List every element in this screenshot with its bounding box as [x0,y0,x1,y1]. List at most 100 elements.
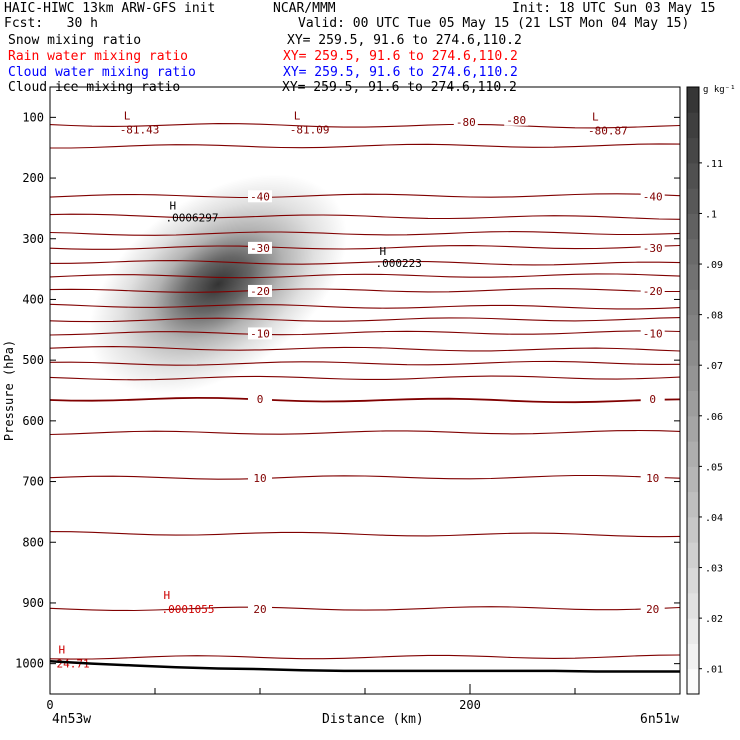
y-tick-label: 100 [22,110,44,124]
low-marker: L [592,111,599,124]
contour-label-bg [248,241,272,254]
contour-label: -40 [643,190,663,203]
y-axis-label: Pressure (hPa) [2,340,16,441]
terrain-line [49,659,680,673]
colorbar-tick-label: .06 [705,412,723,423]
y-tick-label: 200 [22,171,44,185]
high-marker: H [170,200,177,213]
temperature-contour [49,346,681,352]
contour-label: -40 [250,190,270,203]
y-tick-label: 400 [22,292,44,306]
high-marker: H [380,245,387,258]
colorbar-frame [686,86,700,695]
contour-label: 20 [646,603,659,616]
colorbar-segment [687,643,699,670]
colorbar-segment [687,491,699,518]
high-marker: H [59,644,66,657]
colorbar-segment [687,112,699,139]
low-marker: L [124,109,131,122]
header-model: HAIC-HIWC 13km ARW-GFS init [4,1,216,16]
x-axis-label: Distance (km) [322,712,424,727]
colorbar-segment [687,264,699,290]
colorbar-tick-label: .09 [705,260,723,271]
y-tick-label: 900 [22,596,44,610]
colorbar-segment [687,365,699,391]
left-endpoint-label: 4n53w [52,712,92,727]
header-valid: Valid: 00 UTC Tue 05 May 15 (21 LST Mon … [298,16,690,31]
temperature-contour [49,531,681,538]
colorbar-tick-label: .08 [705,311,723,322]
colorbar-segment [687,415,699,442]
colorbar-segment [687,542,699,569]
temperature-contour [49,260,681,266]
contour-label-bg [640,392,665,405]
temperature-contour [49,606,681,612]
colorbar-tick-label: .03 [705,564,723,575]
contour-label: 10 [646,472,659,485]
colorbar-segment [687,466,699,493]
colorbar-segment [687,516,699,543]
colorbar-segment [687,592,699,619]
high-value: .000223 [376,257,422,270]
temperature-contour [49,317,681,323]
header-center: NCAR/MMM [273,1,336,16]
contour-label-bg [248,603,272,616]
temperature-contour [49,330,681,336]
contour-label: -80 [456,116,476,129]
header-fcst: Fcst: 30 h [4,16,98,31]
low-marker: L [294,109,301,122]
contour-label-bg [248,471,272,484]
contour-label: -30 [250,242,270,255]
contour-label-bg [453,116,478,129]
temperature-contour [49,123,681,129]
low-value: -81.43 [120,123,160,136]
temperature-contour [49,288,680,293]
contour-label: -30 [643,242,663,255]
temperature-contour [49,654,681,660]
colorbar-segment [687,441,699,467]
field-label-cloudwater: Cloud water mixing ratio [8,65,196,80]
colorbar-segment [687,314,699,341]
contour-label: -20 [250,285,270,298]
temperature-contour [49,193,681,199]
colorbar-segment [687,188,699,214]
colorbar-tick-label: .11 [705,159,723,170]
y-tick-label: 500 [22,353,44,367]
contour-label-bg [640,190,665,203]
contour-label: -10 [250,327,270,340]
high-value: .0001055 [162,603,215,616]
y-tick-label: 1000 [15,657,44,671]
temperature-contour [49,303,681,310]
colorbar-tick-label: .07 [705,361,723,372]
low-value: -80.87 [588,125,628,138]
colorbar-segment [687,289,699,316]
contour-label-bg [248,284,272,297]
cloud-ice-shading [89,174,347,395]
contour-label-bg [248,327,272,340]
colorbar-segment [687,162,699,189]
temperature-contour [49,396,681,404]
temperature-contour [49,375,681,381]
contour-label-bg [504,113,529,126]
colorbar-segment [687,339,699,366]
temperature-contour [49,244,681,250]
field-xy-rain: XY= 259.5, 91.6 to 274.6,110.2 [283,49,518,64]
field-label-rain: Rain water mixing ratio [8,49,189,64]
y-tick-label: 600 [22,414,44,428]
low-value: -81.09 [290,123,330,136]
contour-label-bg [248,190,272,203]
header-init: Init: 18 UTC Sun 03 May 15 [512,1,716,16]
colorbar-tick-label: .05 [705,462,723,473]
temperature-contour [49,429,681,436]
colorbar-segment [687,213,699,240]
colorbar-segment [687,238,699,265]
colorbar-segment [687,618,699,644]
colorbar-segment [687,668,699,695]
colorbar-tick-label: .04 [705,513,723,524]
temperature-contour [49,273,681,279]
temperature-contour [49,213,681,220]
contour-label-bg [640,327,665,340]
contour-label: 0 [257,393,264,406]
